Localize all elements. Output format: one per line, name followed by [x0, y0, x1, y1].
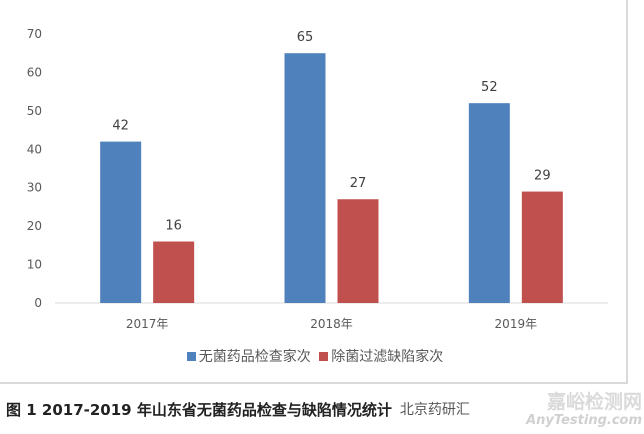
legend-label: 除菌过滤缺陷家次: [331, 349, 444, 365]
x-tick-label: 2018年: [310, 317, 353, 331]
data-label: 52: [481, 80, 498, 95]
y-tick-label: 40: [27, 142, 42, 156]
y-tick-label: 10: [27, 258, 42, 272]
legend: 无菌药品检查家次 除菌过滤缺陷家次: [0, 346, 626, 366]
data-label: 42: [112, 119, 129, 134]
legend-swatch-red: [319, 352, 329, 361]
x-tick-label: 2017年: [126, 317, 169, 331]
watermark-site-block: 嘉峪检测网 AnyTesting.com: [526, 391, 642, 429]
legend-label: 无菌药品检查家次: [198, 349, 311, 365]
data-label: 16: [165, 219, 182, 234]
data-label: 65: [297, 30, 314, 45]
footer: 图 1 2017-2019 年山东省无菌药品检查与缺陷情况统计 北京药研汇 嘉峪…: [6, 387, 642, 432]
figure-caption: 图 1 2017-2019 年山东省无菌药品检查与缺陷情况统计: [6, 400, 392, 419]
bar-red: [521, 191, 563, 303]
data-label: 27: [350, 176, 367, 191]
y-tick-label: 20: [27, 219, 42, 233]
bar-blue: [468, 103, 510, 304]
data-label: 29: [534, 169, 551, 184]
bar-blue: [100, 141, 142, 303]
x-tick-label: 2019年: [495, 317, 538, 331]
y-tick-label: 50: [27, 104, 42, 118]
legend-swatch-blue: [186, 352, 196, 361]
bar-red: [337, 199, 379, 303]
y-tick-label: 60: [27, 65, 42, 79]
watermark-site-en: AnyTesting.com: [526, 412, 642, 428]
watermark-site: 嘉峪检测网: [546, 390, 642, 413]
y-tick-label: 30: [27, 181, 42, 195]
bar-blue: [284, 53, 326, 303]
watermark-source: 北京药研汇: [399, 401, 470, 418]
y-tick-label: 70: [27, 27, 42, 41]
y-tick-label: 0: [34, 296, 42, 310]
bar-red: [153, 241, 195, 303]
